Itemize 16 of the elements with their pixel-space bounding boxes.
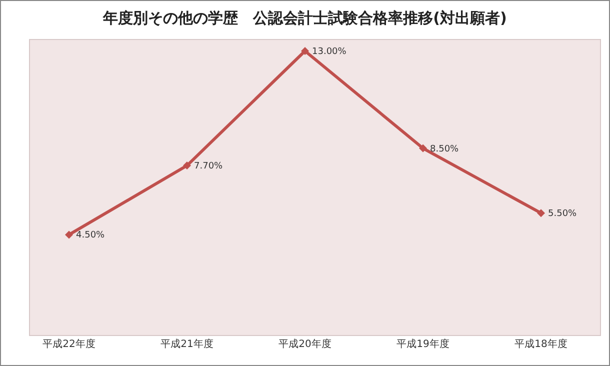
x-tick-label: 平成21年度 [160, 338, 214, 350]
chart-title: 年度別その他の学歴 公認会計士試験合格率推移(対出願者) [102, 9, 508, 28]
data-label: 13.00% [312, 47, 347, 57]
x-tick-label: 平成22年度 [42, 338, 96, 350]
data-label: 8.50% [430, 144, 460, 154]
point [419, 144, 427, 152]
x-tick-label: 平成20年度 [278, 338, 332, 350]
data-label: 4.50% [76, 230, 106, 241]
x-tick-label: 平成19年度 [396, 338, 450, 350]
point [183, 162, 191, 170]
x-tick-label: 平成18年度 [514, 338, 568, 350]
point [301, 47, 309, 55]
point [65, 230, 73, 239]
data-label: 7.70% [194, 162, 224, 172]
point [537, 209, 545, 218]
data-label: 5.50% [548, 209, 578, 220]
